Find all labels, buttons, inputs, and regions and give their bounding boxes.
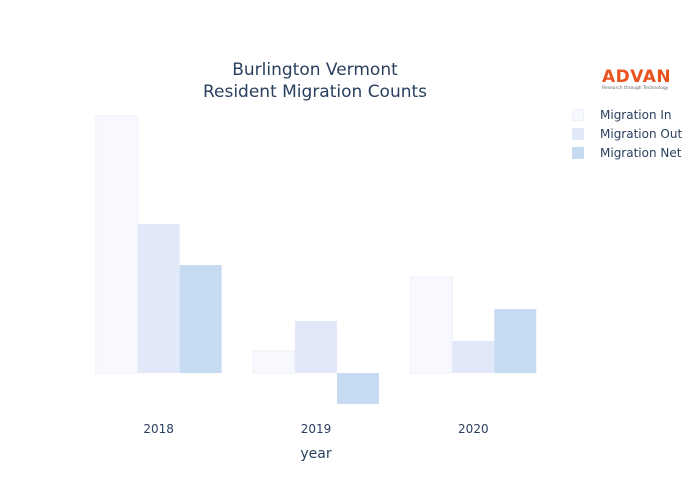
legend-swatch (572, 146, 584, 159)
bar-migration-in-2019 (252, 350, 296, 374)
bar-migration-out-2019 (295, 321, 337, 373)
legend-swatch (572, 108, 584, 121)
bar-migration-out-2020 (452, 341, 495, 373)
title-line-2: Resident Migration Counts (202, 82, 428, 102)
legend-item[interactable]: Migration In (572, 105, 682, 124)
bar-migration-in-2020 (409, 276, 453, 374)
logo-name: ADVAN (602, 67, 672, 87)
legend-label: Migration Out (600, 126, 683, 141)
legend-label: Migration Net (600, 145, 682, 160)
bar-migration-net-2019 (336, 373, 379, 404)
legend-label: Migration In (600, 107, 672, 122)
advan-logo: ADVAN Research through Technology (602, 68, 672, 91)
x-tick-label: 2020 (458, 422, 489, 436)
x-tick-label: 2018 (143, 422, 174, 436)
title-line-1: Burlington Vermont (232, 60, 398, 80)
legend-swatch (572, 127, 584, 140)
legend: Migration In Migration Out Migration Net (572, 105, 682, 162)
chart-title: Burlington Vermont Resident Migration Co… (115, 59, 515, 103)
bar-migration-in-2018 (95, 115, 139, 374)
bar-migration-net-2018 (179, 265, 222, 373)
legend-item[interactable]: Migration Net (572, 143, 682, 162)
bar-migration-net-2020 (494, 309, 537, 373)
x-axis-label: year (300, 446, 332, 462)
x-tick-label: 2019 (301, 422, 332, 436)
logo-tagline: Research through Technology (602, 86, 669, 91)
legend-item[interactable]: Migration Out (572, 124, 682, 143)
bar-migration-out-2018 (137, 224, 180, 373)
